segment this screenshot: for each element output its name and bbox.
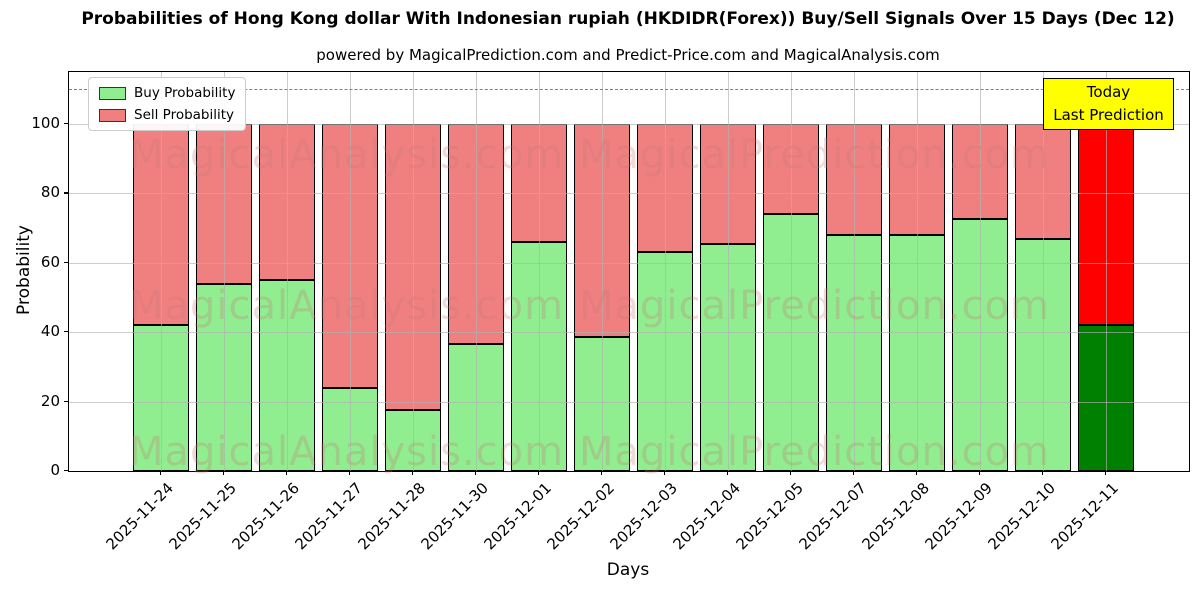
legend: Buy Probability Sell Probability bbox=[88, 77, 247, 131]
y-tick-label: 20 bbox=[40, 391, 60, 410]
x-tick-label: 2025-12-05 bbox=[732, 479, 807, 554]
gridline-vertical bbox=[413, 72, 414, 471]
x-tick-mark bbox=[664, 471, 666, 475]
y-tick-label: 100 bbox=[31, 114, 60, 133]
watermark-text: MagicalPrediction.com bbox=[579, 132, 1050, 178]
gridline-vertical bbox=[287, 72, 288, 471]
gridline-vertical bbox=[1106, 72, 1107, 471]
plot-area: MagicalAnalysis.com MagicalPrediction.com… bbox=[68, 71, 1190, 472]
watermark-layer: MagicalAnalysis.com MagicalPrediction.com… bbox=[69, 72, 1189, 475]
x-tick-mark bbox=[349, 471, 351, 475]
watermark-text: MagicalAnalysis.com bbox=[129, 132, 565, 178]
gridline-vertical bbox=[350, 72, 351, 471]
gridline-vertical bbox=[854, 72, 855, 471]
y-tick-label: 0 bbox=[50, 461, 60, 479]
gridline-vertical bbox=[665, 72, 666, 471]
x-tick-label: 2025-11-24 bbox=[102, 479, 177, 554]
y-tick-mark bbox=[64, 331, 68, 333]
legend-item-buy: Buy Probability bbox=[99, 85, 235, 101]
dashed-threshold-line bbox=[69, 89, 1189, 91]
x-tick-label: 2025-11-30 bbox=[417, 479, 492, 554]
gridline-vertical bbox=[539, 72, 540, 471]
x-tick-mark bbox=[538, 471, 540, 475]
legend-item-sell: Sell Probability bbox=[99, 107, 235, 123]
x-tick-mark bbox=[286, 471, 288, 475]
x-tick-label: 2025-11-28 bbox=[354, 479, 429, 554]
x-tick-mark bbox=[475, 471, 477, 475]
x-axis-label: Days bbox=[606, 560, 650, 580]
x-tick-mark bbox=[160, 471, 162, 475]
buy-swatch bbox=[99, 86, 126, 100]
chart-title: Probabilities of Hong Kong dollar With I… bbox=[81, 9, 1175, 29]
x-tick-mark bbox=[727, 471, 729, 475]
x-tick-mark bbox=[601, 471, 603, 475]
gridline-vertical bbox=[224, 72, 225, 471]
x-tick-label: 2025-12-10 bbox=[984, 479, 1059, 554]
x-tick-label: 2025-12-03 bbox=[606, 479, 681, 554]
grid-layer bbox=[69, 72, 1189, 471]
today-annotation-line2: Last Prediction bbox=[1053, 105, 1164, 124]
y-tick-label: 40 bbox=[40, 322, 60, 341]
x-tick-label: 2025-12-01 bbox=[480, 479, 555, 554]
x-tick-mark bbox=[853, 471, 855, 475]
gridline-vertical bbox=[917, 72, 918, 471]
y-tick-label: 80 bbox=[40, 183, 60, 202]
legend-buy-label: Buy Probability bbox=[134, 85, 236, 101]
watermark-text: MagicalPrediction.com bbox=[579, 283, 1050, 329]
x-tick-mark bbox=[979, 471, 981, 475]
x-tick-label: 2025-12-07 bbox=[795, 479, 870, 554]
x-tick-mark bbox=[1042, 471, 1044, 475]
gridline-vertical bbox=[1043, 72, 1044, 471]
x-tick-mark bbox=[790, 471, 792, 475]
x-tick-mark bbox=[412, 471, 414, 475]
x-tick-label: 2025-12-11 bbox=[1047, 479, 1122, 554]
gridline-horizontal bbox=[69, 401, 1189, 403]
x-tick-label: 2025-11-25 bbox=[165, 479, 240, 554]
watermark-text: MagicalPrediction.com bbox=[579, 429, 1050, 475]
y-tick-mark bbox=[64, 192, 68, 194]
gridline-vertical bbox=[161, 72, 162, 471]
today-annotation: Today Last Prediction bbox=[1043, 78, 1174, 130]
gridline-horizontal bbox=[69, 262, 1189, 264]
x-tick-label: 2025-12-02 bbox=[543, 479, 618, 554]
gridline-horizontal bbox=[69, 332, 1189, 334]
gridline-vertical bbox=[602, 72, 603, 471]
x-tick-label: 2025-12-08 bbox=[858, 479, 933, 554]
gridline-vertical bbox=[791, 72, 792, 471]
watermark-text: MagicalAnalysis.com bbox=[129, 429, 565, 475]
gridline-vertical bbox=[476, 72, 477, 471]
y-axis-label: Probability bbox=[14, 225, 34, 315]
x-tick-label: 2025-12-04 bbox=[669, 479, 744, 554]
gridline-vertical bbox=[728, 72, 729, 471]
watermark-text: MagicalAnalysis.com bbox=[129, 283, 565, 329]
sell-swatch bbox=[99, 108, 126, 122]
x-tick-mark bbox=[1105, 471, 1107, 475]
x-tick-label: 2025-11-27 bbox=[291, 479, 366, 554]
x-tick-mark bbox=[223, 471, 225, 475]
chart-subtitle: powered by MagicalPrediction.com and Pre… bbox=[316, 46, 940, 64]
today-annotation-line1: Today bbox=[1086, 83, 1131, 101]
y-tick-mark bbox=[64, 400, 68, 402]
x-tick-label: 2025-11-26 bbox=[228, 479, 303, 554]
x-tick-label: 2025-12-09 bbox=[921, 479, 996, 554]
legend-sell-label: Sell Probability bbox=[134, 107, 235, 123]
y-tick-mark bbox=[64, 261, 68, 263]
y-tick-mark bbox=[64, 470, 68, 472]
y-tick-mark bbox=[64, 123, 68, 125]
y-tick-label: 60 bbox=[40, 252, 60, 271]
gridline-horizontal bbox=[69, 124, 1189, 126]
gridline-horizontal bbox=[69, 193, 1189, 195]
x-tick-mark bbox=[916, 471, 918, 475]
gridline-vertical bbox=[980, 72, 981, 471]
